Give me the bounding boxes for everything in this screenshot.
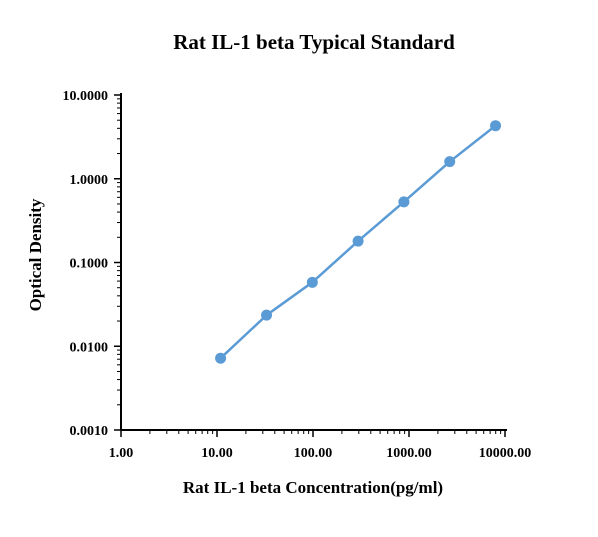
y-tick-label: 0.0010 <box>70 424 109 439</box>
data-point <box>215 352 227 364</box>
x-tick-label: 1.00 <box>109 446 134 461</box>
chart-title: Rat IL-1 beta Typical Standard <box>173 30 455 54</box>
y-tick-label: 1.0000 <box>70 173 109 188</box>
x-tick-label: 100.00 <box>294 446 333 461</box>
x-tick-label: 10.00 <box>201 446 233 461</box>
y-axis-label: Optical Density <box>26 198 45 311</box>
x-axis-label: Rat IL-1 beta Concentration(pg/ml) <box>183 478 443 497</box>
data-point <box>306 276 318 288</box>
y-tick-label: 0.0100 <box>70 340 109 355</box>
x-axis: 1.00 10.00 100.00 1000.00 10000.00 <box>109 429 532 461</box>
data-point <box>490 120 502 132</box>
data-point <box>398 196 410 208</box>
x-tick-label: 10000.00 <box>479 446 532 461</box>
data-point <box>444 156 456 168</box>
series-layer <box>215 120 502 364</box>
data-point <box>352 235 364 247</box>
x-tick-label: 1000.00 <box>386 446 432 461</box>
y-axis: 0.0010 0.0100 0.1000 1.0000 10.0000 <box>63 89 122 439</box>
y-tick-label: 0.1000 <box>70 257 109 272</box>
y-tick-label: 10.0000 <box>63 89 109 104</box>
data-point <box>261 309 273 321</box>
